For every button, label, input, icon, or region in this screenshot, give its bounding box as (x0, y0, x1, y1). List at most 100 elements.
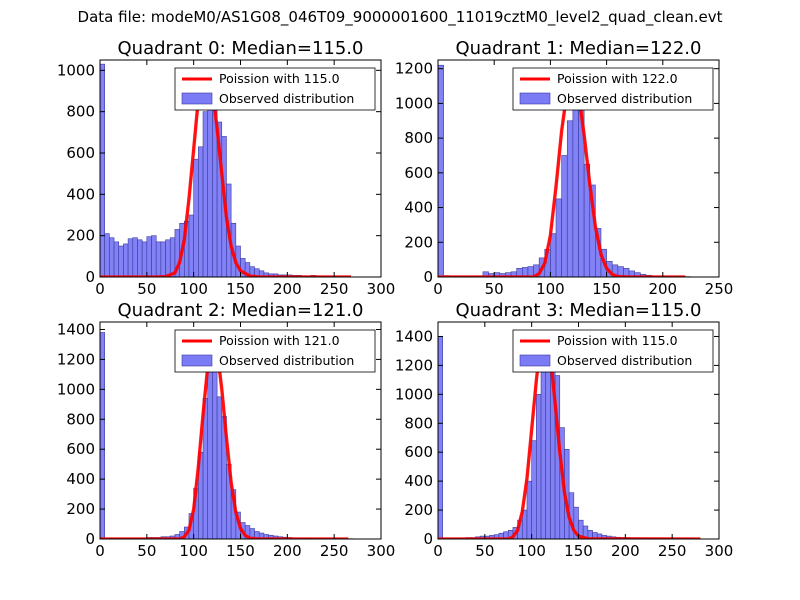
y-tick-label: 1000 (57, 61, 95, 79)
histogram-bar (438, 64, 444, 277)
x-tick-label: 250 (705, 280, 734, 298)
histogram-bar (160, 241, 166, 277)
legend-label-observed: Observed distribution (219, 353, 354, 368)
legend-bar-swatch (181, 354, 213, 367)
x-tick-label: 200 (273, 542, 302, 560)
histogram-bar (216, 396, 223, 539)
x-tick-label: 250 (320, 280, 349, 298)
legend: Poission with 122.0 Observed distribution (512, 67, 714, 111)
histogram-bar (193, 158, 199, 277)
legend: Poission with 115.0 Observed distribution (512, 329, 714, 373)
y-tick-label: 1200 (57, 350, 95, 368)
legend-bar-swatch (519, 354, 551, 367)
y-tick-label: 0 (423, 268, 433, 286)
x-tick-label: 0 (95, 542, 105, 560)
y-tick-label: 400 (66, 185, 95, 203)
chart-title: Quadrant 0: Median=115.0 (118, 38, 364, 59)
histogram-bar (561, 155, 568, 277)
histogram-bar (100, 332, 105, 539)
chart-title: Quadrant 1: Median=122.0 (456, 38, 702, 59)
legend-label-observed: Observed distribution (219, 91, 354, 106)
y-tick-label: 200 (404, 501, 433, 519)
histogram-bar (127, 238, 134, 277)
histogram-bar (104, 233, 110, 277)
y-tick-label: 800 (404, 129, 433, 147)
histogram-bar (438, 336, 443, 539)
histogram-bar (531, 440, 537, 539)
legend-label-observed: Observed distribution (557, 353, 692, 368)
quadrant-1-chart: 0 50 100 150 200 250 0 200 400 600 800 1000 1200 Quad… (395, 38, 734, 298)
legend-label-poisson: Poission with 115.0 (219, 71, 340, 86)
histogram-bar (550, 233, 557, 277)
legend: Poission with 121.0 Observed distribution (174, 329, 376, 373)
legend-label-poisson: Poission with 122.0 (557, 71, 678, 86)
legend-bar-swatch (181, 92, 213, 105)
y-tick-label: 1200 (395, 60, 433, 78)
histogram-bar (141, 241, 148, 277)
y-tick-label: 0 (423, 530, 433, 548)
x-tick-label: 150 (226, 542, 255, 560)
histogram-bar (212, 356, 218, 539)
histogram-bar (540, 353, 547, 539)
histogram-bar (526, 480, 532, 539)
y-tick-label: 400 (404, 472, 433, 490)
x-tick-label: 250 (320, 542, 349, 560)
figure-title: Data file: modeM0/AS1G08_046T09_90000016… (77, 8, 723, 26)
x-tick-label: 0 (95, 280, 105, 298)
x-tick-label: 100 (179, 280, 208, 298)
y-tick-label: 800 (66, 410, 95, 428)
y-tick-label: 1200 (395, 356, 433, 374)
y-tick-label: 600 (66, 144, 95, 162)
y-tick-label: 600 (404, 164, 433, 182)
y-tick-label: 1000 (395, 385, 433, 403)
x-tick-label: 0 (433, 542, 443, 560)
y-tick-label: 600 (66, 440, 95, 458)
x-tick-label: 150 (592, 280, 621, 298)
legend-label-poisson: Poission with 115.0 (557, 333, 678, 348)
y-tick-label: 400 (66, 470, 95, 488)
x-tick-label: 100 (536, 280, 565, 298)
x-tick-label: 200 (648, 280, 677, 298)
quadrant-0-chart: 0 50 100 150 200 250 300 0 200 400 600 800 1000 Quadr… (57, 38, 396, 298)
x-tick-label: 50 (137, 542, 156, 560)
histogram-bar (207, 86, 213, 277)
quadrant-2-chart: 0 50 100 150 200 250 300 0 200 400 600 800 1000 1200 1… (57, 300, 396, 560)
x-tick-label: 300 (367, 542, 396, 560)
quadrant-3-chart: 0 50 100 150 200 250 300 0 200 400 600 800 1000 1200 1… (395, 300, 734, 560)
histogram-bar (566, 120, 574, 277)
histogram-bar (555, 198, 562, 277)
chart-title: Quadrant 2: Median=121.0 (118, 300, 364, 321)
legend-label-poisson: Poission with 121.0 (219, 333, 340, 348)
x-tick-label: 300 (367, 280, 396, 298)
legend-bar-swatch (519, 92, 551, 105)
y-tick-label: 800 (404, 414, 433, 432)
x-tick-label: 50 (485, 280, 504, 298)
x-tick-label: 200 (273, 280, 302, 298)
y-tick-label: 1400 (57, 320, 95, 338)
y-tick-label: 0 (85, 268, 95, 286)
x-tick-label: 100 (517, 542, 546, 560)
y-tick-label: 200 (404, 233, 433, 251)
y-tick-label: 200 (66, 227, 95, 245)
axes-frame (437, 59, 720, 278)
x-tick-label: 300 (705, 542, 734, 560)
x-tick-label: 200 (611, 542, 640, 560)
y-tick-label: 800 (66, 103, 95, 121)
histogram-bar (137, 239, 143, 277)
y-tick-label: 1000 (57, 380, 95, 398)
y-tick-label: 1400 (395, 327, 433, 345)
histogram-bar (151, 235, 157, 277)
x-tick-label: 50 (137, 280, 156, 298)
chart-title: Quadrant 3: Median=115.0 (456, 300, 702, 321)
histogram-bar (132, 237, 138, 277)
histogram-bar (109, 237, 115, 277)
y-tick-label: 1000 (395, 94, 433, 112)
y-tick-label: 0 (85, 530, 95, 548)
histogram-bar (198, 146, 204, 277)
x-tick-label: 150 (226, 280, 255, 298)
histogram-bar (536, 394, 542, 539)
y-tick-label: 200 (66, 500, 95, 518)
histogram-bar (155, 241, 162, 277)
histogram-bar (165, 239, 171, 277)
